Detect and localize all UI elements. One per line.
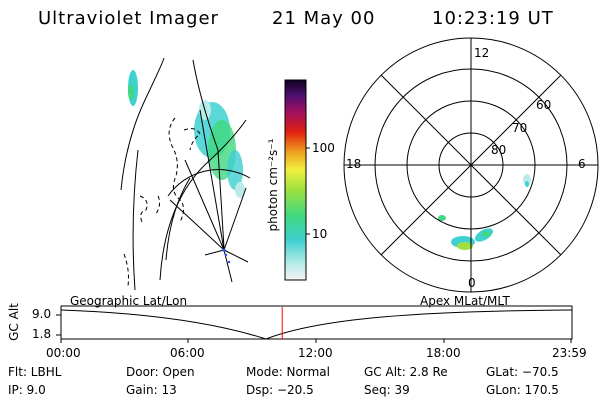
colorbar-tick-10: 10 [312, 227, 328, 241]
colorbar-unit-label: photon cm⁻²s⁻¹ [266, 138, 280, 232]
meridian-line [132, 149, 139, 291]
seq-status: Seq: 39 [364, 383, 410, 397]
orbit-x-tick: 12:00 [298, 346, 333, 360]
polar-lat-70: 70 [512, 121, 528, 135]
orbit-x-tick: 06:00 [170, 346, 205, 360]
coastline [155, 195, 161, 215]
meridian-line [192, 59, 225, 249]
meridian-line [169, 199, 225, 251]
orbit-left-label: Geographic Lat/Lon [70, 294, 188, 308]
meridian-line [204, 249, 225, 256]
orbit-right-label: Apex MLat/MLT [420, 294, 510, 308]
spacecraft-track [222, 248, 231, 264]
filter-status: Flt: LBHL [8, 365, 62, 379]
date-label: 21 May 00 [272, 8, 376, 29]
geo-map [120, 57, 251, 291]
meridian-line [120, 57, 165, 191]
altitude-curve [60, 309, 573, 340]
glat-status: GLat: −70.5 [486, 365, 559, 379]
polar-label-12: 12 [474, 46, 490, 60]
polar-label-0: 0 [468, 276, 476, 290]
polar-label-6: 6 [578, 157, 586, 171]
instrument-title: Ultraviolet Imager [38, 8, 219, 29]
orbit-y-tick-bottom: 1.8 [32, 327, 52, 341]
orbit-panel [56, 305, 573, 343]
latitude-circle [167, 169, 251, 197]
meridian-line [223, 187, 247, 251]
polar-label-18: 18 [346, 157, 362, 171]
dsp-status: Dsp: −20.5 [246, 383, 314, 397]
meridian-line [199, 109, 225, 251]
meridian-line [223, 249, 249, 263]
meridian-line [184, 159, 225, 251]
meridian-line [159, 119, 247, 281]
coastline [183, 128, 201, 151]
door-status: Door: Open [126, 365, 195, 379]
polar-lat-60: 60 [536, 98, 552, 112]
gain-status: Gain: 13 [126, 383, 177, 397]
mode-status: Mode: Normal [246, 365, 330, 379]
coastline [139, 195, 148, 223]
time-label: 10:23:19 UT [432, 8, 554, 29]
orbit-x-tick: 23:59 [552, 346, 587, 360]
ip-status: IP: 9.0 [8, 383, 46, 397]
latitude-circle [165, 177, 191, 261]
gc-alt-status: GC Alt: 2.8 Re [364, 365, 448, 379]
orbit-x-tick: 00:00 [46, 346, 81, 360]
orbit-y-tick-top: 9.0 [32, 307, 52, 321]
orbit-x-tick: 18:00 [426, 346, 461, 360]
colorbar [284, 79, 310, 281]
orbit-y-axis-label: GC Alt [7, 303, 21, 341]
glon-status: GLon: 170.5 [486, 383, 559, 397]
polar-lat-80: 80 [491, 143, 507, 157]
polar-plot [343, 37, 599, 293]
coastline [168, 117, 184, 223]
coastline [123, 253, 129, 287]
colorbar-tick-100: 100 [312, 141, 335, 155]
